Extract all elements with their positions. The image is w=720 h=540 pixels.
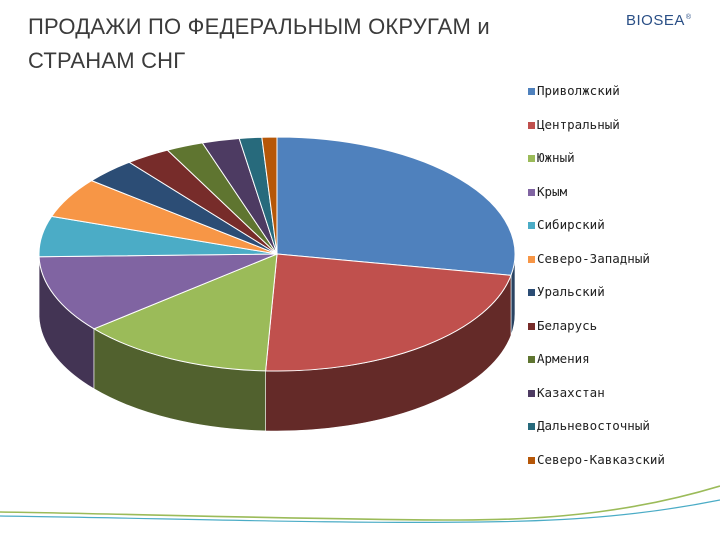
legend-label: Беларусь: [537, 317, 598, 333]
page-title-line-1: ПРОДАЖИ ПО ФЕДЕРАЛЬНЫМ ОКРУГАМ и: [28, 14, 490, 39]
legend-swatch: [528, 289, 535, 296]
legend-label: Уральский: [537, 284, 605, 299]
legend-item: Крым: [528, 181, 718, 215]
legend-item: Северо-Западный: [528, 248, 718, 282]
pie-slice-3: [92, 253, 278, 372]
legend-swatch: [528, 255, 535, 263]
legend-item: Казахстан: [528, 382, 718, 416]
legend-swatch: [528, 456, 535, 464]
page-title-line-2: СТРАНАМ СНГ: [28, 48, 186, 73]
legend-item: Беларусь: [528, 315, 718, 349]
decorative-waves: [0, 485, 720, 524]
legend-item: Приволжский: [528, 80, 718, 114]
decorative-wave-green: [0, 485, 720, 521]
legend-label: Северо-Западный: [537, 250, 650, 266]
chart-legend: Приволжский Центральный Южный Крым Сибирский…: [528, 80, 718, 482]
legend-label: Сибирский: [537, 217, 605, 232]
legend-item: Армения: [528, 348, 718, 382]
legend-label: Армения: [537, 351, 590, 366]
legend-swatch: [528, 88, 535, 95]
legend-swatch: [528, 121, 535, 129]
pie-slice-1: [276, 136, 516, 276]
pie-slice-4: [38, 253, 278, 330]
legend-swatch: [528, 356, 535, 363]
pie-slice-2: [265, 253, 512, 372]
legend-label: Дальневосточный: [537, 418, 650, 433]
legend-swatch: [528, 222, 535, 229]
legend-label: Центральный: [537, 116, 620, 132]
legend-swatch: [528, 188, 535, 196]
legend-item: Центральный: [528, 114, 718, 148]
legend-item: Уральский: [528, 281, 718, 315]
legend-item: Северо-Кавказский: [528, 449, 718, 483]
legend-label: Северо-Кавказский: [537, 451, 665, 467]
registered-mark: ®: [685, 14, 692, 21]
legend-swatch: [528, 155, 535, 162]
legend-swatch: [528, 423, 535, 430]
legend-label: Крым: [537, 183, 568, 199]
pie-slices: [38, 136, 516, 372]
pie-slice-12: [261, 136, 278, 255]
legend-label: Южный: [537, 150, 575, 165]
legend-swatch: [528, 389, 535, 397]
page-title: ПРОДАЖИ ПО ФЕДЕРАЛЬНЫМ ОКРУГАМ и СТРАНАМ…: [28, 10, 588, 78]
logo-text: BIOSEA: [626, 12, 685, 29]
legend-item: Южный: [528, 147, 718, 181]
legend-item: Сибирский: [528, 214, 718, 248]
legend-label: Приволжский: [537, 83, 620, 98]
legend-label: Казахстан: [537, 384, 605, 400]
biosea-logo: BIOSEA®: [626, 12, 692, 29]
legend-item: Дальневосточный: [528, 415, 718, 449]
decorative-wave-blue: [0, 499, 720, 524]
legend-swatch: [528, 322, 535, 330]
